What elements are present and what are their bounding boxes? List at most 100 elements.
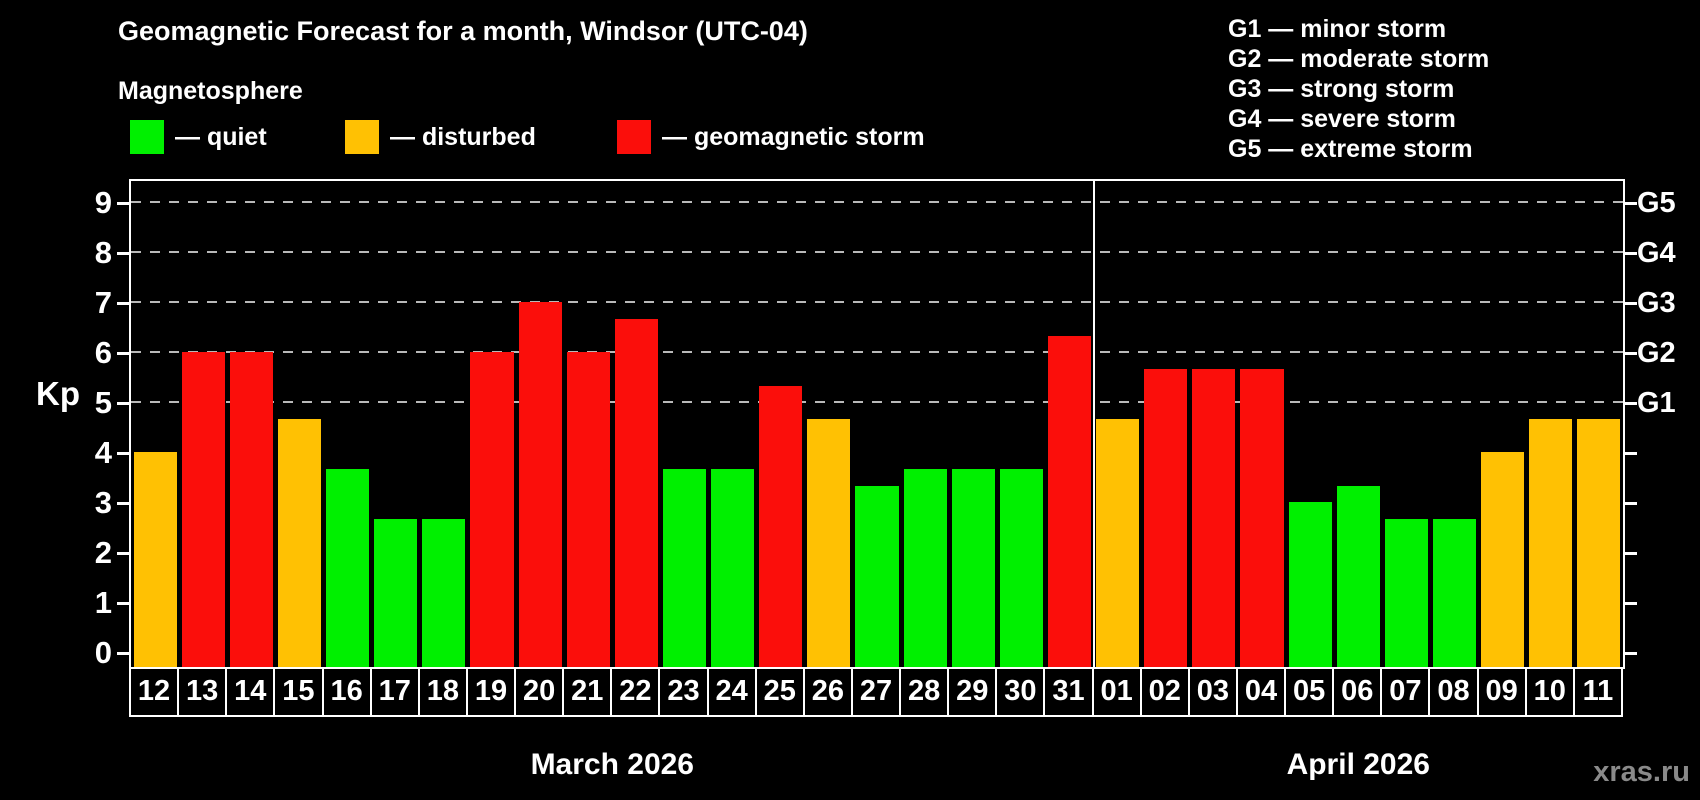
day-box-30: 30 (995, 667, 1046, 717)
right-tick-8 (1625, 252, 1637, 255)
right-tick-9 (1625, 202, 1637, 205)
legend-label-quiet: — quiet (175, 122, 267, 151)
right-tick-3 (1625, 502, 1637, 505)
watermark: xras.ru (1593, 756, 1690, 788)
day-box-03: 03 (1187, 667, 1238, 717)
kp-bar-day-27 (855, 485, 899, 667)
y-tick-label-5: 5 (94, 385, 112, 420)
left-tick-7 (117, 302, 129, 305)
disturbed-color-swatch (345, 120, 379, 154)
kp-bar-day-03 (1192, 368, 1236, 667)
g3-legend-line: G3 — strong storm (1228, 75, 1455, 103)
kp-bar-day-30 (999, 468, 1043, 667)
kp-bar-day-15 (277, 418, 321, 667)
kp-bar-day-06 (1336, 485, 1380, 667)
g-axis-label-g5: G5 (1637, 187, 1676, 219)
y-axis-tick-labels: 0 1 2 3 4 5 6 7 8 9 (56, 181, 112, 670)
g5-legend-line: G5 — extreme storm (1228, 135, 1473, 163)
day-box-20: 20 (514, 667, 565, 717)
quiet-color-swatch (130, 120, 164, 154)
day-box-27: 27 (850, 667, 902, 717)
kp-bar-day-28 (903, 468, 947, 667)
month-label-0: March 2026 (530, 748, 694, 781)
left-tick-8 (117, 252, 129, 255)
day-box-07: 07 (1380, 667, 1431, 717)
right-tick-6 (1625, 352, 1637, 355)
day-box-21: 21 (562, 667, 613, 717)
month-separator-line (1092, 181, 1095, 667)
kp-bar-day-05 (1288, 502, 1332, 667)
g-axis-label-g1: G1 (1637, 387, 1676, 419)
month-label-1: April 2026 (1286, 748, 1430, 781)
gridline-kp-6 (131, 351, 1623, 353)
day-box-31: 31 (1043, 667, 1094, 717)
kp-bar-day-04 (1240, 368, 1284, 667)
g-scale-axis-labels: G1 G2 G3 G4 G5 (1637, 181, 1699, 667)
kp-bar-day-09 (1481, 452, 1525, 667)
y-tick-label-1: 1 (94, 585, 112, 620)
left-tick-5 (117, 402, 129, 405)
y-axis-title: Kp (36, 375, 80, 412)
gridline-kp-9 (131, 201, 1623, 203)
g-scale-legend: G1 — minor storm G2 — moderate storm G3 … (1228, 14, 1489, 164)
plot-inner (131, 181, 1623, 667)
kp-bar-day-26 (807, 418, 851, 667)
g1-legend-line: G1 — minor storm (1228, 15, 1447, 43)
right-tick-5 (1625, 402, 1637, 405)
kp-bar-day-22 (614, 318, 658, 667)
day-box-19: 19 (465, 667, 517, 717)
day-box-23: 23 (658, 667, 709, 717)
kp-bar-day-31 (1047, 335, 1092, 667)
day-box-26: 26 (802, 667, 853, 717)
left-tick-9 (117, 202, 129, 205)
gridline-kp-5 (131, 401, 1623, 403)
plot-area (129, 179, 1625, 669)
kp-bar-day-10 (1529, 418, 1573, 667)
y-tick-label-8: 8 (94, 235, 112, 270)
y-tick-label-0: 0 (94, 635, 112, 670)
g2-legend-line: G2 — moderate storm (1228, 45, 1490, 73)
y-tick-label-4: 4 (94, 435, 112, 470)
day-box-24: 24 (706, 667, 757, 717)
y-tick-label-9: 9 (94, 185, 112, 220)
kp-bar-day-25 (759, 385, 803, 667)
legend-item-quiet: — quiet (130, 119, 267, 155)
day-box-14: 14 (225, 667, 276, 717)
kp-bar-day-23 (662, 468, 707, 667)
day-box-29: 29 (947, 667, 998, 717)
right-tick-2 (1625, 552, 1637, 555)
legend-label-storm: — geomagnetic storm (662, 122, 925, 151)
kp-bar-day-01 (1096, 418, 1140, 667)
kp-bar-day-14 (229, 352, 273, 667)
kp-bar-day-08 (1432, 518, 1477, 667)
right-tick-4 (1625, 452, 1637, 455)
legend-item-disturbed: — disturbed (345, 119, 536, 155)
day-box-16: 16 (321, 667, 372, 717)
day-box-04: 04 (1235, 667, 1287, 717)
chart-subtitle: Magnetosphere (118, 77, 303, 105)
day-box-08: 08 (1428, 667, 1479, 717)
left-tick-1 (117, 602, 129, 605)
left-tick-4 (117, 452, 129, 455)
kp-bar-day-19 (470, 352, 514, 667)
left-tick-3 (117, 502, 129, 505)
day-box-06: 06 (1332, 667, 1383, 717)
gridline-kp-8 (131, 251, 1623, 253)
day-box-10: 10 (1524, 667, 1575, 717)
day-box-25: 25 (754, 667, 805, 717)
storm-color-swatch (617, 120, 651, 154)
day-box-18: 18 (417, 667, 468, 717)
day-box-09: 09 (1476, 667, 1527, 717)
g4-legend-line: G4 — severe storm (1228, 105, 1456, 133)
legend-item-storm: — geomagnetic storm (617, 119, 925, 155)
right-tick-1 (1625, 602, 1637, 605)
y-axis-ticks-right (1625, 181, 1637, 667)
kp-bar-day-02 (1144, 368, 1188, 667)
kp-bar-day-21 (566, 352, 610, 667)
day-box-01: 01 (1091, 667, 1142, 717)
left-tick-2 (117, 552, 129, 555)
kp-bar-day-29 (951, 468, 995, 667)
left-tick-6 (117, 352, 129, 355)
y-tick-label-7: 7 (94, 285, 112, 320)
